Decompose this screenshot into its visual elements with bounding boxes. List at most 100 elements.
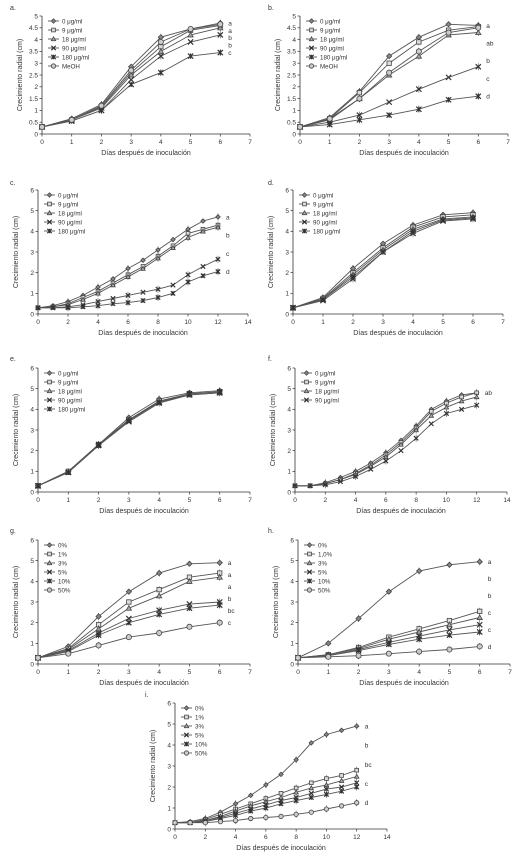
legend-label: 0% bbox=[58, 542, 67, 549]
y-tick-label: 2 bbox=[30, 270, 34, 277]
x-tick-label: 4 bbox=[417, 669, 421, 676]
marker-star bbox=[216, 388, 223, 395]
marker-x bbox=[446, 626, 453, 633]
marker-diamond bbox=[301, 192, 308, 198]
y-tick-label: 1 bbox=[292, 108, 296, 115]
marker-star bbox=[278, 801, 284, 807]
series-group bbox=[296, 92, 482, 130]
x-tick-label: 6 bbox=[476, 139, 480, 146]
y-tick-label: 2 bbox=[30, 448, 34, 455]
y-tick-label: 0 bbox=[30, 489, 34, 496]
marker-x bbox=[183, 732, 190, 738]
chart-panel: a. 0 0.5 1 1.5 2 2.5 3 3.5 4 4.5 5 0 1 2 3 4 5 6 7 Días desp… bbox=[10, 5, 252, 157]
x-tick-label: 6 bbox=[471, 319, 475, 326]
marker-square bbox=[47, 551, 52, 557]
marker-circle bbox=[65, 650, 72, 657]
y-tick-label: 4 bbox=[290, 579, 294, 586]
marker-star bbox=[215, 269, 221, 275]
marker-x bbox=[476, 621, 483, 628]
marker-square bbox=[156, 586, 162, 593]
marker-triangle bbox=[353, 773, 360, 779]
y-tick-label: 1.5 bbox=[29, 96, 38, 103]
panel-letter: d. bbox=[268, 180, 274, 187]
marker-square bbox=[309, 27, 314, 33]
y-tick-label: 2 bbox=[34, 84, 38, 91]
marker-triangle bbox=[46, 209, 53, 216]
marker-triangle bbox=[247, 802, 254, 809]
y-tick-label: 0 bbox=[167, 826, 171, 833]
legend-label: 1% bbox=[195, 714, 204, 721]
marker-diamond bbox=[385, 52, 393, 60]
x-tick-label: 2 bbox=[358, 139, 362, 146]
legend-label: 10% bbox=[318, 578, 331, 585]
x-tick-label: 3 bbox=[127, 497, 131, 504]
x-tick-label: 0 bbox=[36, 497, 40, 504]
marker-diamond bbox=[476, 558, 483, 565]
x-tick-label: 7 bbox=[248, 669, 252, 676]
significance-letter: b bbox=[488, 593, 492, 600]
marker-circle bbox=[306, 587, 313, 593]
x-tick-label: 6 bbox=[264, 834, 268, 841]
marker-circle bbox=[386, 69, 393, 76]
marker-x bbox=[301, 219, 308, 225]
y-tick-label: 5 bbox=[30, 558, 34, 565]
marker-circle bbox=[217, 819, 224, 825]
marker-diamond bbox=[415, 567, 423, 575]
marker-square bbox=[309, 780, 314, 786]
legend-label: 90 μg/ml bbox=[313, 219, 337, 226]
x-tick-label: 6 bbox=[478, 669, 482, 676]
marker-diamond bbox=[293, 756, 299, 763]
y-tick-label: 3 bbox=[287, 427, 291, 434]
marker-x bbox=[46, 397, 53, 403]
marker-x bbox=[368, 466, 374, 472]
legend-label: 0 μg/ml bbox=[313, 192, 333, 199]
marker-x bbox=[303, 397, 310, 403]
x-tick-label: 6 bbox=[126, 319, 130, 326]
significance-letter: bc bbox=[365, 762, 373, 769]
marker-star bbox=[95, 303, 101, 309]
marker-triangle bbox=[476, 614, 483, 620]
marker-diamond bbox=[308, 740, 315, 746]
legend-label: 3% bbox=[318, 560, 327, 567]
marker-star bbox=[445, 96, 452, 103]
significance-letter: ab bbox=[486, 41, 494, 48]
x-tick-label: 2 bbox=[97, 497, 101, 504]
legend-label: MeOH bbox=[62, 63, 80, 70]
y-tick-label: 1 bbox=[30, 641, 34, 648]
legend-label: 9 μg/ml bbox=[315, 379, 335, 386]
marker-x bbox=[415, 86, 422, 93]
marker-circle bbox=[296, 123, 303, 130]
marker-circle bbox=[98, 102, 105, 109]
y-tick-label: 5 bbox=[30, 208, 34, 215]
marker-square bbox=[307, 551, 312, 557]
marker-circle bbox=[323, 806, 330, 812]
marker-x bbox=[110, 295, 116, 302]
marker-star bbox=[110, 301, 116, 307]
marker-star bbox=[248, 808, 254, 814]
marker-star bbox=[186, 605, 193, 612]
marker-circle bbox=[217, 21, 224, 28]
significance-letter: d bbox=[365, 800, 369, 807]
marker-diamond bbox=[50, 18, 57, 24]
marker-diamond bbox=[303, 370, 310, 376]
y-tick-label: 4 bbox=[285, 229, 289, 236]
marker-star bbox=[46, 578, 53, 584]
marker-x bbox=[292, 483, 298, 489]
marker-star bbox=[34, 482, 42, 489]
y-tick-label: 4 bbox=[30, 579, 34, 586]
marker-triangle bbox=[200, 228, 206, 234]
x-tick-label: 0 bbox=[291, 319, 295, 326]
significance-letter: c bbox=[228, 620, 232, 627]
x-axis-label: Días después de inoculación bbox=[236, 845, 326, 852]
marker-triangle bbox=[306, 559, 313, 566]
x-tick-label: 0 bbox=[36, 319, 40, 326]
marker-diamond bbox=[46, 370, 53, 376]
legend-label: 5% bbox=[195, 732, 204, 739]
marker-square bbox=[304, 379, 309, 385]
legend-label: 180 μg/ml bbox=[62, 54, 89, 61]
y-tick-label: 1 bbox=[290, 641, 294, 648]
x-tick-label: 12 bbox=[214, 319, 222, 326]
legend-label: 18 μg/ml bbox=[313, 210, 337, 217]
